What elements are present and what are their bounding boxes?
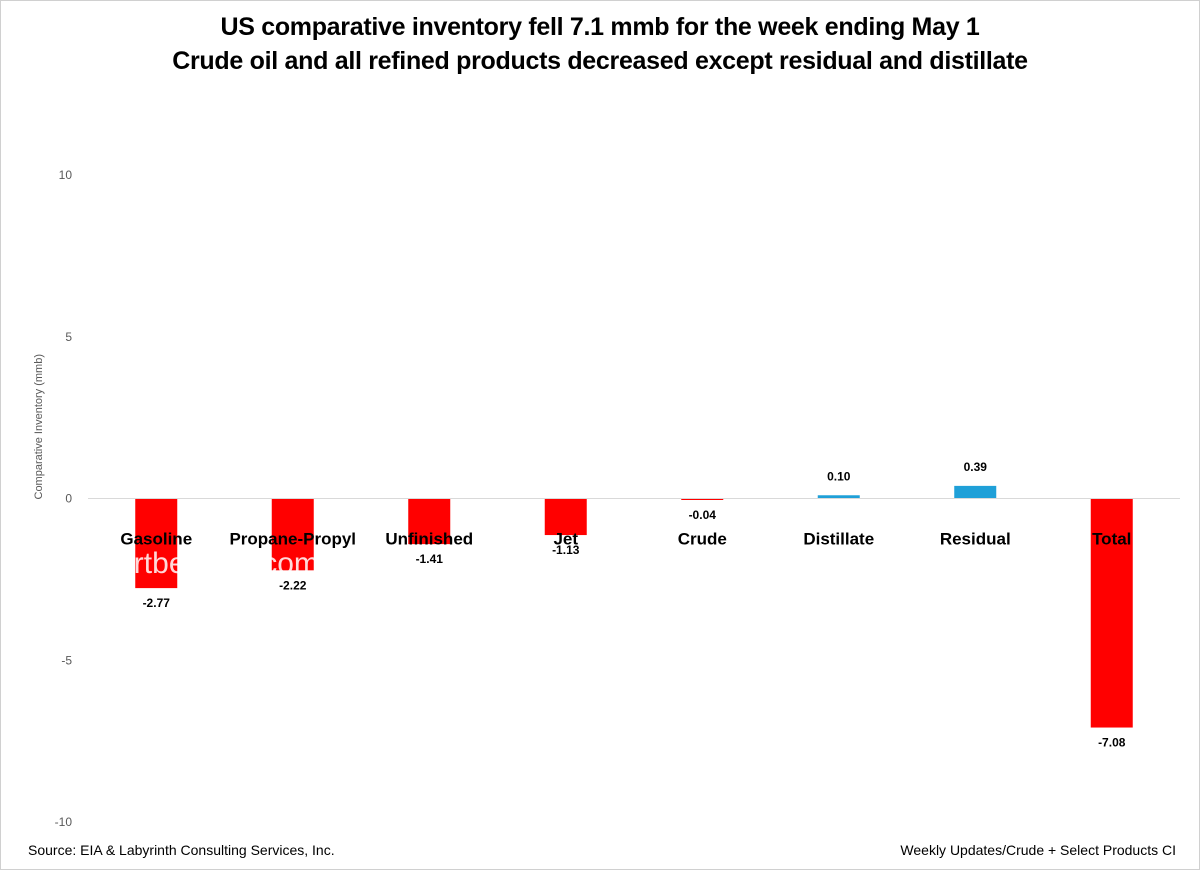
bar-gasoline [135, 498, 178, 589]
bar-residual [954, 485, 997, 499]
bar-propane-propyl [271, 498, 314, 571]
source-note: Source: EIA & Labyrinth Consulting Servi… [28, 842, 335, 858]
y-tick-label: -5 [61, 653, 72, 667]
chart-title: US comparative inventory fell 7.1 mmb fo… [0, 10, 1200, 78]
watermark: artberman.com [117, 547, 319, 580]
category-label: Distillate [803, 530, 874, 549]
data-label: -2.22 [279, 578, 307, 592]
chart-title-line-2: Crude oil and all refined products decre… [172, 47, 1028, 75]
y-axis-label: Comparative Inventory (mmb) [33, 354, 45, 500]
data-label: -7.08 [1098, 736, 1126, 750]
data-label: 0.10 [827, 469, 851, 483]
category-label: Propane-Propyl [229, 530, 356, 549]
y-tick-label: -10 [55, 815, 73, 829]
category-label: Unfinished [385, 530, 473, 549]
bar-distillate [817, 495, 860, 499]
data-label: -0.04 [689, 508, 717, 522]
data-label: -1.41 [416, 552, 444, 566]
category-label: Jet [553, 530, 578, 549]
y-tick-label: 10 [59, 168, 73, 182]
bar-total [1090, 498, 1133, 728]
category-label: Residual [940, 530, 1011, 549]
data-label: -2.77 [143, 596, 171, 610]
data-label: -1.13 [552, 543, 580, 557]
category-label: Crude [678, 530, 727, 549]
category-label: Gasoline [120, 530, 192, 549]
bar-jet [544, 498, 587, 536]
category-label: Total [1092, 530, 1131, 549]
y-tick-label: 0 [65, 492, 72, 506]
bar-crude [681, 498, 724, 500]
chart-title-line-1: US comparative inventory fell 7.1 mmb fo… [220, 13, 980, 41]
series-note: Weekly Updates/Crude + Select Products C… [900, 842, 1176, 858]
data-label: 0.39 [964, 460, 988, 474]
bar-unfinished [408, 498, 451, 545]
y-tick-label: 5 [65, 330, 72, 344]
